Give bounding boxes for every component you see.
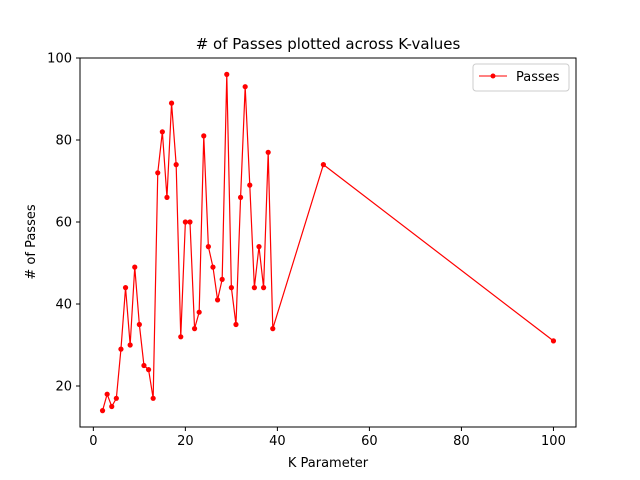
data-point xyxy=(141,362,147,369)
data-point xyxy=(270,326,276,332)
x-axis: 0 20 40 60 80 100 xyxy=(89,427,566,449)
series-line-passes xyxy=(101,73,554,411)
x-tick-label: 40 xyxy=(269,434,286,449)
data-point xyxy=(247,182,253,188)
data-point xyxy=(150,395,156,401)
x-tick-label: 60 xyxy=(361,434,378,449)
y-tick-label: 80 xyxy=(55,134,72,149)
y-tick-label: 60 xyxy=(55,216,72,231)
data-point xyxy=(205,244,211,250)
data-point xyxy=(118,346,124,352)
legend: Passes xyxy=(472,63,570,92)
legend-label-passes: Passes xyxy=(516,70,560,85)
data-point xyxy=(182,219,188,225)
data-point xyxy=(242,84,248,90)
data-point xyxy=(127,342,133,348)
chart-title: # of Passes plotted across K-values xyxy=(196,35,461,53)
data-point xyxy=(122,285,129,291)
data-point xyxy=(178,334,184,340)
data-point xyxy=(132,264,138,270)
y-tick-label: 100 xyxy=(47,52,72,67)
data-point xyxy=(237,194,244,200)
data-point xyxy=(164,194,170,200)
data-point xyxy=(99,408,106,414)
data-point xyxy=(210,264,216,270)
data-point xyxy=(196,309,202,315)
data-point xyxy=(155,170,161,176)
y-tick-label: 20 xyxy=(55,380,72,395)
data-point xyxy=(214,297,221,303)
data-point xyxy=(173,162,179,168)
data-point xyxy=(265,149,271,155)
series-layer xyxy=(99,71,557,414)
data-point xyxy=(109,403,115,410)
x-tick-label: 80 xyxy=(453,434,470,449)
y-tick-label: 40 xyxy=(55,298,72,313)
data-point xyxy=(159,129,165,135)
data-point xyxy=(224,71,230,77)
data-point xyxy=(187,219,193,225)
data-point xyxy=(168,100,175,106)
x-tick-label: 20 xyxy=(177,434,194,449)
data-point xyxy=(320,162,326,168)
y-axis: 20 40 60 80 100 xyxy=(47,52,80,395)
data-point xyxy=(233,321,239,328)
data-point xyxy=(256,244,262,250)
data-point xyxy=(260,285,267,291)
y-axis-label: # of Passes xyxy=(24,204,39,279)
plot-frame xyxy=(79,57,577,428)
data-point xyxy=(228,285,234,291)
x-tick-label: 100 xyxy=(541,434,566,449)
data-point xyxy=(201,133,207,139)
data-point xyxy=(251,285,257,291)
data-point xyxy=(104,391,110,397)
x-tick-label: 0 xyxy=(89,434,97,449)
data-point xyxy=(191,326,198,332)
data-point xyxy=(136,321,142,328)
data-point xyxy=(219,276,225,282)
data-point xyxy=(113,395,119,401)
data-point xyxy=(550,338,557,344)
data-point xyxy=(145,367,152,373)
legend-dot-marker xyxy=(490,73,496,79)
x-axis-label: K Parameter xyxy=(288,456,369,471)
legend-box xyxy=(472,63,570,92)
